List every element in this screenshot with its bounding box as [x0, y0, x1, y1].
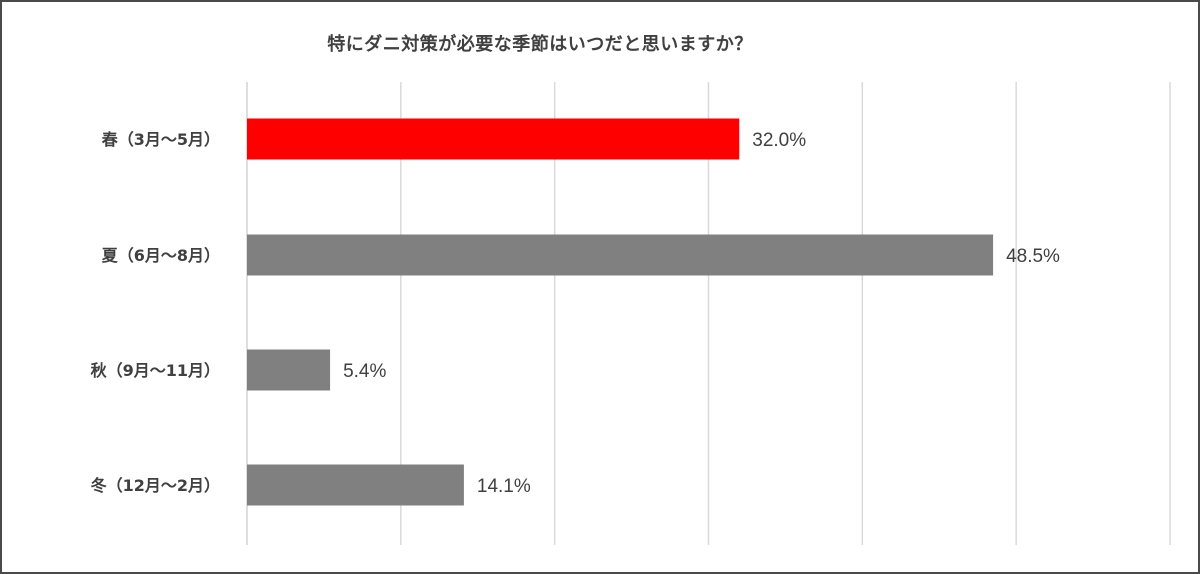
labels: 春（3月～5月） 32.0% 夏（6月～8月） 48.5% 秋（9月～11月） 5.4% 冬… [91, 130, 1060, 497]
bar [247, 349, 331, 391]
category-label: 秋（9月～11月） [91, 361, 220, 380]
data-label: 48.5% [1006, 246, 1060, 267]
data-label: 32.0% [752, 130, 806, 151]
category-label: 夏（6月～8月） [101, 246, 220, 265]
data-label: 5.4% [343, 361, 386, 382]
data-label: 14.1% [477, 476, 531, 497]
bar [247, 234, 994, 276]
bar [247, 464, 464, 506]
bar [247, 118, 740, 160]
bars [247, 118, 994, 506]
chart-title: 特にダニ対策が必要な季節はいつだと思いますか？ [327, 34, 753, 55]
category-label: 冬（12月～2月） [91, 476, 220, 495]
category-label: 春（3月～5月） [101, 130, 220, 149]
